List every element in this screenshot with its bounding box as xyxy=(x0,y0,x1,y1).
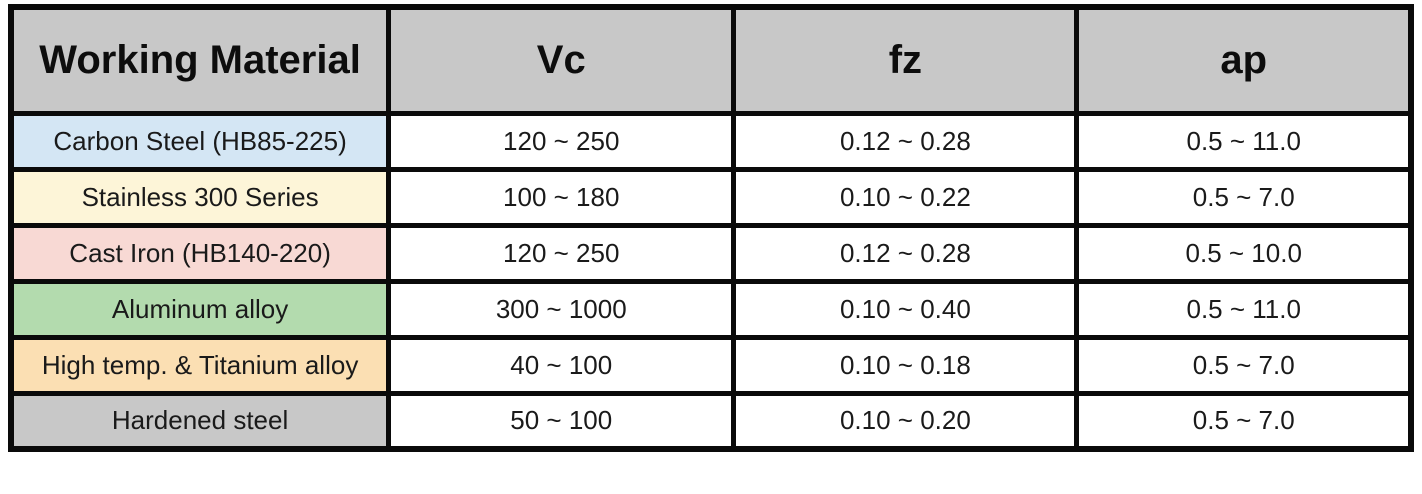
material-cell: Stainless 300 Series xyxy=(8,166,392,228)
header-working-material: Working Material xyxy=(8,4,392,116)
table-row-cast-iron: Cast Iron (HB140-220) 120 ~ 250 0.12 ~ 0… xyxy=(8,222,1414,284)
fz-cell: 0.10 ~ 0.18 xyxy=(731,334,1080,396)
vc-cell: 50 ~ 100 xyxy=(386,390,737,452)
fz-cell: 0.10 ~ 0.22 xyxy=(731,166,1080,228)
material-cell: Cast Iron (HB140-220) xyxy=(8,222,392,284)
ap-cell: 0.5 ~ 10.0 xyxy=(1074,222,1414,284)
table-row-hardened-steel: Hardened steel 50 ~ 100 0.10 ~ 0.20 0.5 … xyxy=(8,390,1414,452)
vc-cell: 100 ~ 180 xyxy=(386,166,737,228)
table-row-aluminum: Aluminum alloy 300 ~ 1000 0.10 ~ 0.40 0.… xyxy=(8,278,1414,340)
material-cell: High temp. & Titanium alloy xyxy=(8,334,392,396)
ap-cell: 0.5 ~ 11.0 xyxy=(1074,110,1414,172)
material-cell: Carbon Steel (HB85-225) xyxy=(8,110,392,172)
vc-cell: 40 ~ 100 xyxy=(386,334,737,396)
cutting-conditions-table: Working Material Vc fz ap Carbon Steel (… xyxy=(8,4,1414,452)
ap-cell: 0.5 ~ 7.0 xyxy=(1074,334,1414,396)
fz-cell: 0.10 ~ 0.40 xyxy=(731,278,1080,340)
table-row-carbon-steel: Carbon Steel (HB85-225) 120 ~ 250 0.12 ~… xyxy=(8,110,1414,172)
fz-cell: 0.12 ~ 0.28 xyxy=(731,222,1080,284)
material-cell: Hardened steel xyxy=(8,390,392,452)
vc-cell: 120 ~ 250 xyxy=(386,222,737,284)
header-row: Working Material Vc fz ap xyxy=(8,4,1414,116)
vc-cell: 300 ~ 1000 xyxy=(386,278,737,340)
ap-cell: 0.5 ~ 11.0 xyxy=(1074,278,1414,340)
table-row-high-temp-titanium: High temp. & Titanium alloy 40 ~ 100 0.1… xyxy=(8,334,1414,396)
header-vc: Vc xyxy=(386,4,737,116)
vc-cell: 120 ~ 250 xyxy=(386,110,737,172)
table-row-stainless: Stainless 300 Series 100 ~ 180 0.10 ~ 0.… xyxy=(8,166,1414,228)
fz-cell: 0.10 ~ 0.20 xyxy=(731,390,1080,452)
header-ap: ap xyxy=(1074,4,1414,116)
header-fz: fz xyxy=(731,4,1080,116)
ap-cell: 0.5 ~ 7.0 xyxy=(1074,390,1414,452)
ap-cell: 0.5 ~ 7.0 xyxy=(1074,166,1414,228)
fz-cell: 0.12 ~ 0.28 xyxy=(731,110,1080,172)
material-cell: Aluminum alloy xyxy=(8,278,392,340)
